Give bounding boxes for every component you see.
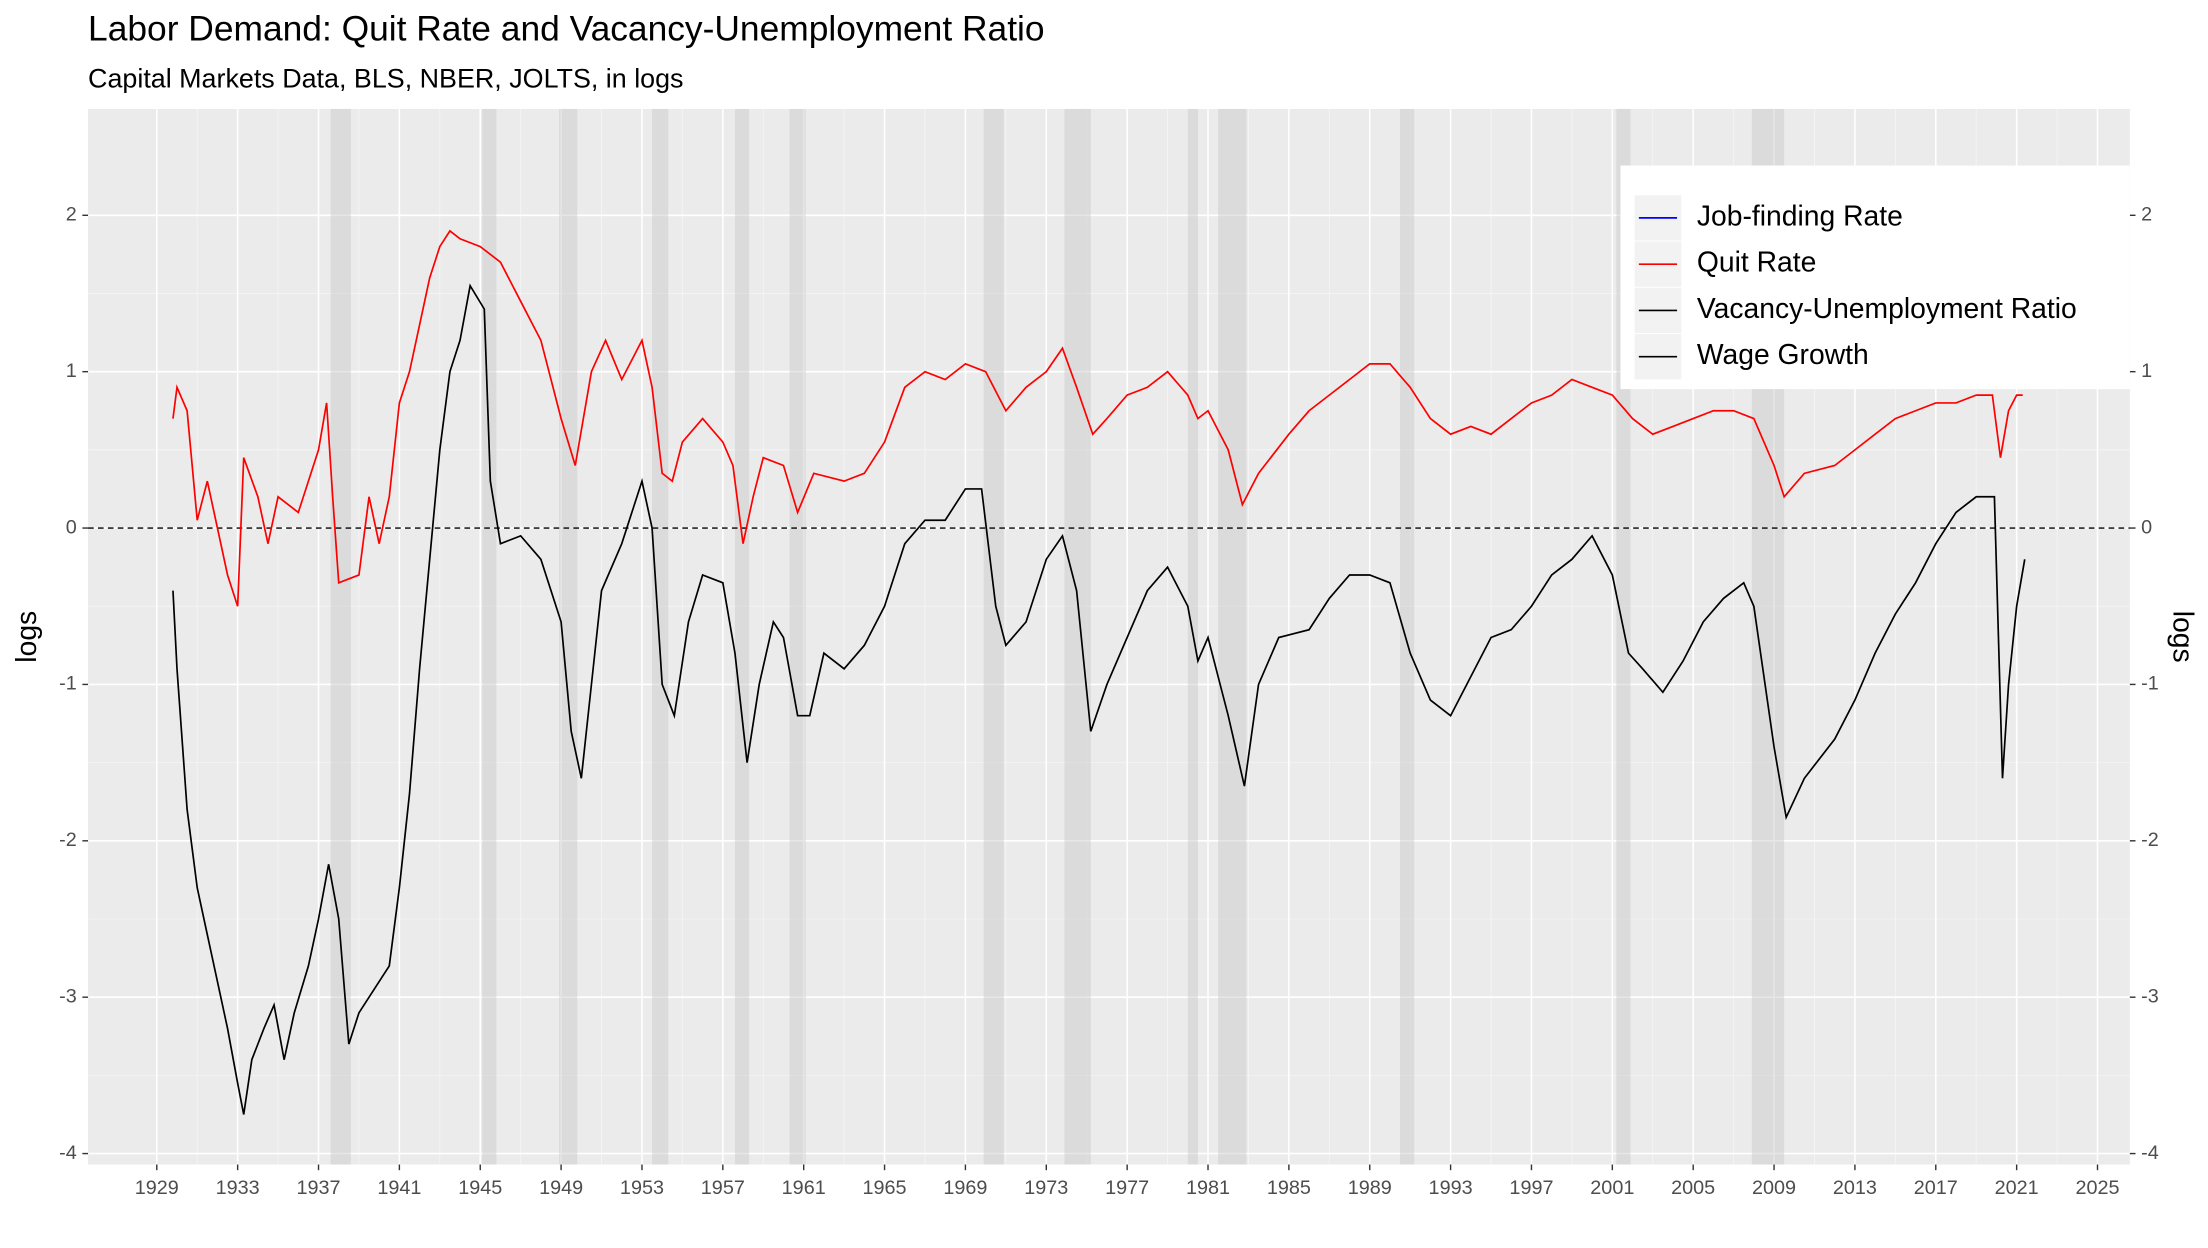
x-tick-label: 1929 [135, 1177, 179, 1199]
x-tick-label: 1965 [863, 1177, 907, 1199]
y-tick-label: -1 [59, 673, 77, 695]
legend-label: Wage Growth [1697, 338, 1869, 370]
recession-band [789, 108, 806, 1165]
legend-label: Job-finding Rate [1697, 199, 1903, 231]
y-tick-label: -2 [59, 829, 77, 851]
y-tick-label: 1 [66, 360, 77, 382]
x-tick-label: 1933 [216, 1177, 260, 1199]
x-tick-label: 2025 [2075, 1177, 2119, 1199]
recession-band [482, 108, 497, 1165]
x-tick-label: 1937 [296, 1177, 340, 1199]
x-tick-label: 2013 [1833, 1177, 1877, 1199]
y-tick-label: -3 [59, 985, 77, 1007]
y2-tick-label: 1 [2141, 360, 2152, 382]
y2-tick-label: -4 [2141, 1142, 2159, 1164]
x-tick-label: 1973 [1024, 1177, 1068, 1199]
y-tick-label: -4 [59, 1142, 77, 1164]
recession-band [1064, 108, 1091, 1165]
y2-axis-label: logs [2167, 611, 2199, 663]
y2-tick-label: 2 [2141, 204, 2152, 226]
y-axis-label: logs [10, 611, 42, 663]
recession-band [1218, 108, 1247, 1165]
recession-band [652, 108, 669, 1165]
recession-band [734, 108, 750, 1165]
y2-tick-label: -1 [2141, 673, 2159, 695]
series-line [172, 283, 2026, 1115]
chart-subtitle: Capital Markets Data, BLS, NBER, JOLTS, … [88, 64, 683, 94]
x-tick-label: 1969 [943, 1177, 987, 1199]
x-tick-label: 2009 [1752, 1177, 1796, 1199]
x-tick-label: 2001 [1590, 1177, 1634, 1199]
y-tick-label: 0 [66, 516, 77, 538]
series-line [172, 229, 2023, 607]
legend-box [1620, 165, 2130, 390]
x-tick-label: 2021 [1995, 1177, 2039, 1199]
x-tick-label: 1989 [1348, 1177, 1392, 1199]
chart-title: Labor Demand: Quit Rate and Vacancy-Unem… [88, 9, 1045, 48]
y2-tick-label: -2 [2141, 829, 2159, 851]
x-tick-label: 1941 [377, 1177, 421, 1199]
x-tick-label: 1993 [1429, 1177, 1473, 1199]
x-tick-label: 1977 [1105, 1177, 1149, 1199]
x-tick-label: 1961 [782, 1177, 826, 1199]
legend-label: Quit Rate [1697, 246, 1816, 278]
x-tick-label: 2017 [1914, 1177, 1958, 1199]
x-tick-label: 1985 [1267, 1177, 1311, 1199]
legend-label: Vacancy-Unemployment Ratio [1697, 292, 2077, 324]
x-tick-label: 1957 [701, 1177, 745, 1199]
x-tick-label: 1997 [1509, 1177, 1553, 1199]
recession-band [559, 108, 578, 1165]
y2-tick-label: -3 [2141, 985, 2159, 1007]
x-tick-label: 1945 [458, 1177, 502, 1199]
x-tick-label: 1953 [620, 1177, 664, 1199]
x-tick-label: 2005 [1671, 1177, 1715, 1199]
y2-tick-label: 0 [2141, 516, 2152, 538]
x-tick-label: 1949 [539, 1177, 583, 1199]
recession-band [983, 108, 1004, 1165]
recession-band [330, 108, 351, 1165]
y-tick-label: 2 [66, 204, 77, 226]
x-tick-label: 1981 [1186, 1177, 1230, 1199]
recession-band [1400, 108, 1415, 1165]
